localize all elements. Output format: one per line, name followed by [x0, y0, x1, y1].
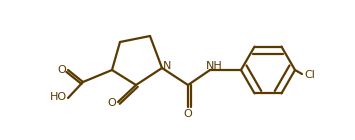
- Text: O: O: [184, 109, 192, 119]
- Text: Cl: Cl: [305, 70, 316, 80]
- Text: O: O: [58, 65, 66, 75]
- Text: O: O: [108, 98, 116, 108]
- Text: NH: NH: [206, 61, 222, 71]
- Text: HO: HO: [49, 92, 67, 102]
- Text: N: N: [163, 61, 171, 71]
